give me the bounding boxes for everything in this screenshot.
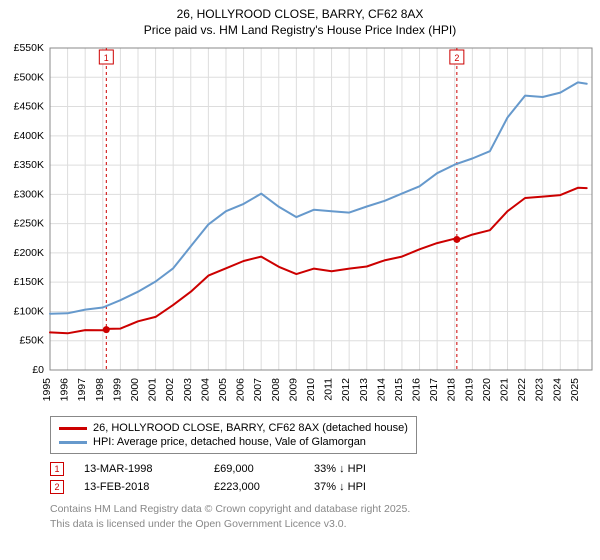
- svg-text:2013: 2013: [358, 378, 370, 402]
- svg-text:2020: 2020: [481, 378, 493, 402]
- title-line2: Price paid vs. HM Land Registry's House …: [0, 22, 600, 38]
- marker-delta: 37% ↓ HPI: [314, 481, 414, 493]
- svg-text:2024: 2024: [551, 378, 563, 402]
- title-line1: 26, HOLLYROOD CLOSE, BARRY, CF62 8AX: [0, 6, 600, 22]
- svg-text:2014: 2014: [375, 378, 387, 402]
- svg-text:2025: 2025: [569, 378, 581, 402]
- svg-text:£350K: £350K: [14, 159, 44, 171]
- title-block: 26, HOLLYROOD CLOSE, BARRY, CF62 8AX Pri…: [0, 0, 600, 40]
- svg-text:2005: 2005: [217, 378, 229, 402]
- svg-text:2012: 2012: [340, 378, 352, 402]
- svg-text:£300K: £300K: [14, 189, 44, 201]
- footer-note: Contains HM Land Registry data © Crown c…: [50, 502, 600, 530]
- svg-text:2023: 2023: [534, 378, 546, 402]
- svg-text:2003: 2003: [182, 378, 194, 402]
- svg-text:£250K: £250K: [14, 218, 44, 230]
- chart-container: 26, HOLLYROOD CLOSE, BARRY, CF62 8AX Pri…: [0, 0, 600, 560]
- marker-row: 2 13-FEB-2018£223,00037% ↓ HPI: [50, 478, 600, 496]
- svg-text:2017: 2017: [428, 378, 440, 402]
- svg-text:2016: 2016: [411, 378, 423, 402]
- svg-text:£550K: £550K: [14, 42, 44, 54]
- footer-line2: This data is licensed under the Open Gov…: [50, 517, 600, 531]
- svg-text:£200K: £200K: [14, 247, 44, 259]
- svg-text:2004: 2004: [199, 378, 211, 402]
- svg-text:1998: 1998: [94, 378, 106, 402]
- marker-delta: 33% ↓ HPI: [314, 463, 414, 475]
- marker-price: £223,000: [214, 481, 314, 493]
- legend-box: 26, HOLLYROOD CLOSE, BARRY, CF62 8AX (de…: [50, 416, 417, 454]
- svg-text:£100K: £100K: [14, 306, 44, 318]
- svg-text:2006: 2006: [235, 378, 247, 402]
- svg-text:2021: 2021: [499, 378, 511, 402]
- marker-badge: 2: [50, 480, 64, 494]
- svg-text:£450K: £450K: [14, 101, 44, 113]
- svg-text:£500K: £500K: [14, 72, 44, 84]
- legend-row: HPI: Average price, detached house, Vale…: [59, 435, 408, 449]
- marker-badge: 1: [50, 462, 64, 476]
- svg-text:£400K: £400K: [14, 130, 44, 142]
- svg-text:1: 1: [104, 53, 109, 63]
- svg-text:1996: 1996: [59, 378, 71, 402]
- svg-text:2001: 2001: [147, 378, 159, 402]
- svg-text:2015: 2015: [393, 378, 405, 402]
- marker-row: 1 13-MAR-1998£69,00033% ↓ HPI: [50, 460, 600, 478]
- svg-text:2007: 2007: [252, 378, 264, 402]
- legend-label: 26, HOLLYROOD CLOSE, BARRY, CF62 8AX (de…: [93, 422, 408, 434]
- svg-text:1997: 1997: [76, 378, 88, 402]
- svg-text:2000: 2000: [129, 378, 141, 402]
- svg-text:£0: £0: [32, 364, 44, 376]
- svg-text:£150K: £150K: [14, 277, 44, 289]
- svg-text:1995: 1995: [41, 378, 53, 402]
- markers-table: 1 13-MAR-1998£69,00033% ↓ HPI 2 13-FEB-2018…: [50, 460, 600, 496]
- marker-date: 13-MAR-1998: [84, 463, 214, 475]
- svg-text:2002: 2002: [164, 378, 176, 402]
- svg-text:2: 2: [454, 53, 459, 63]
- svg-text:2009: 2009: [287, 378, 299, 402]
- legend-swatch: [59, 441, 87, 444]
- legend-label: HPI: Average price, detached house, Vale…: [93, 436, 366, 448]
- footer-line1: Contains HM Land Registry data © Crown c…: [50, 502, 600, 516]
- legend-row: 26, HOLLYROOD CLOSE, BARRY, CF62 8AX (de…: [59, 421, 408, 435]
- svg-text:1999: 1999: [111, 378, 123, 402]
- svg-text:2010: 2010: [305, 378, 317, 402]
- chart-svg: £0 £50K £100K £150K £200K £250K £300K £350K £400…: [0, 40, 600, 410]
- svg-text:2008: 2008: [270, 378, 282, 402]
- legend-swatch: [59, 427, 87, 430]
- svg-text:2011: 2011: [323, 378, 335, 401]
- chart-area: £0 £50K £100K £150K £200K £250K £300K £350K £400…: [0, 40, 600, 410]
- svg-text:2018: 2018: [446, 378, 458, 402]
- svg-text:2022: 2022: [516, 378, 528, 402]
- marker-price: £69,000: [214, 463, 314, 475]
- svg-text:£50K: £50K: [19, 335, 44, 347]
- marker-date: 13-FEB-2018: [84, 481, 214, 493]
- svg-text:2019: 2019: [463, 378, 475, 402]
